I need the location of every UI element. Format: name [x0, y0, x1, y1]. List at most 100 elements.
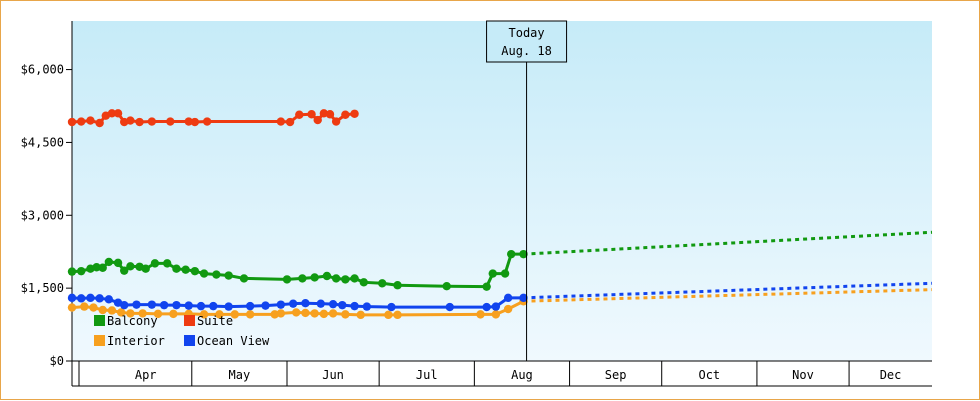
data-point	[132, 300, 141, 309]
x-axis: Apr May Jun Jul Aug Sep Oct Nov Dec	[72, 360, 932, 387]
y-tick-label: $0	[50, 354, 64, 368]
data-point	[328, 309, 338, 318]
data-point	[159, 300, 169, 310]
data-point	[282, 275, 292, 284]
y-axis: $0 $1,500 $3,000 $4,500 $6,000	[21, 21, 73, 386]
data-point	[393, 281, 402, 290]
today-date: Aug. 18	[501, 44, 552, 58]
data-point	[184, 117, 193, 126]
data-point	[80, 302, 89, 311]
data-point	[98, 305, 107, 315]
data-point	[393, 310, 402, 320]
data-point	[126, 116, 135, 125]
month-label: May	[229, 368, 251, 382]
y-tick-label: $4,500	[21, 135, 64, 149]
data-point	[310, 309, 319, 318]
data-point	[138, 309, 147, 318]
data-point	[276, 117, 286, 126]
month-label: Nov	[792, 368, 814, 382]
month-label: Dec	[880, 368, 902, 382]
today-marker: Today Aug. 18	[486, 20, 568, 361]
data-point	[328, 299, 338, 309]
data-point	[507, 249, 516, 259]
data-point	[356, 310, 365, 320]
data-point	[331, 274, 341, 283]
data-point	[276, 309, 286, 318]
data-point	[322, 271, 332, 281]
data-point	[126, 309, 135, 318]
data-point	[319, 309, 329, 319]
legend-label: Ocean View	[197, 334, 270, 348]
data-point	[476, 310, 485, 319]
data-point	[325, 110, 335, 119]
data-point	[104, 295, 114, 304]
data-point	[209, 301, 218, 311]
data-point	[98, 263, 107, 272]
legend-label: Interior	[107, 334, 165, 348]
month-label: Jun	[322, 368, 344, 382]
legend-swatch	[94, 335, 105, 346]
data-point	[341, 110, 350, 119]
data-point	[113, 258, 123, 268]
data-point	[261, 301, 270, 310]
data-point	[350, 109, 359, 118]
data-point	[378, 279, 387, 288]
series-balcony	[67, 230, 933, 291]
data-point	[86, 293, 95, 303]
data-point	[166, 117, 175, 126]
data-point	[307, 110, 316, 119]
data-point	[113, 109, 123, 118]
data-point	[169, 309, 178, 319]
data-point	[331, 117, 341, 126]
data-point	[519, 249, 528, 259]
data-point	[341, 310, 350, 319]
series-interior	[67, 288, 933, 320]
data-point	[384, 310, 393, 320]
data-point	[77, 294, 86, 303]
data-point	[196, 301, 206, 311]
y-tick-label: $6,000	[21, 63, 64, 77]
data-point	[202, 117, 212, 126]
data-point	[245, 301, 255, 311]
data-point	[245, 310, 255, 319]
data-point	[141, 264, 150, 273]
data-point	[184, 301, 193, 310]
data-point	[181, 265, 190, 274]
data-point	[147, 300, 157, 309]
data-point	[362, 302, 372, 311]
data-point	[190, 117, 200, 127]
data-point	[190, 266, 200, 276]
data-point	[135, 117, 144, 127]
data-point	[482, 302, 491, 312]
data-point	[67, 303, 77, 312]
data-point	[224, 302, 233, 311]
data-point	[503, 304, 513, 314]
today-label: Today	[509, 26, 545, 40]
data-point	[67, 117, 77, 127]
series-suite	[67, 109, 359, 128]
data-point	[316, 299, 325, 308]
data-point	[500, 269, 510, 278]
data-point	[285, 117, 295, 127]
series-layer	[67, 109, 933, 320]
y-tick-label: $1,500	[21, 281, 64, 295]
data-point	[224, 271, 233, 280]
data-point	[95, 118, 104, 128]
data-point	[482, 282, 491, 291]
data-point	[89, 303, 98, 312]
data-point	[86, 116, 95, 125]
data-point	[212, 270, 221, 279]
data-point	[488, 269, 497, 278]
legend-label: Suite	[197, 314, 233, 328]
data-point	[107, 109, 117, 118]
month-label: Aug	[511, 368, 533, 382]
data-point	[199, 269, 209, 278]
legend: Balcony Suite Interior Ocean View	[94, 314, 270, 348]
data-point	[126, 262, 135, 271]
data-point	[503, 293, 513, 303]
data-point	[172, 300, 181, 310]
data-point	[116, 308, 126, 317]
data-point	[295, 110, 304, 119]
month-label: Sep	[605, 368, 627, 382]
data-point	[95, 294, 104, 303]
